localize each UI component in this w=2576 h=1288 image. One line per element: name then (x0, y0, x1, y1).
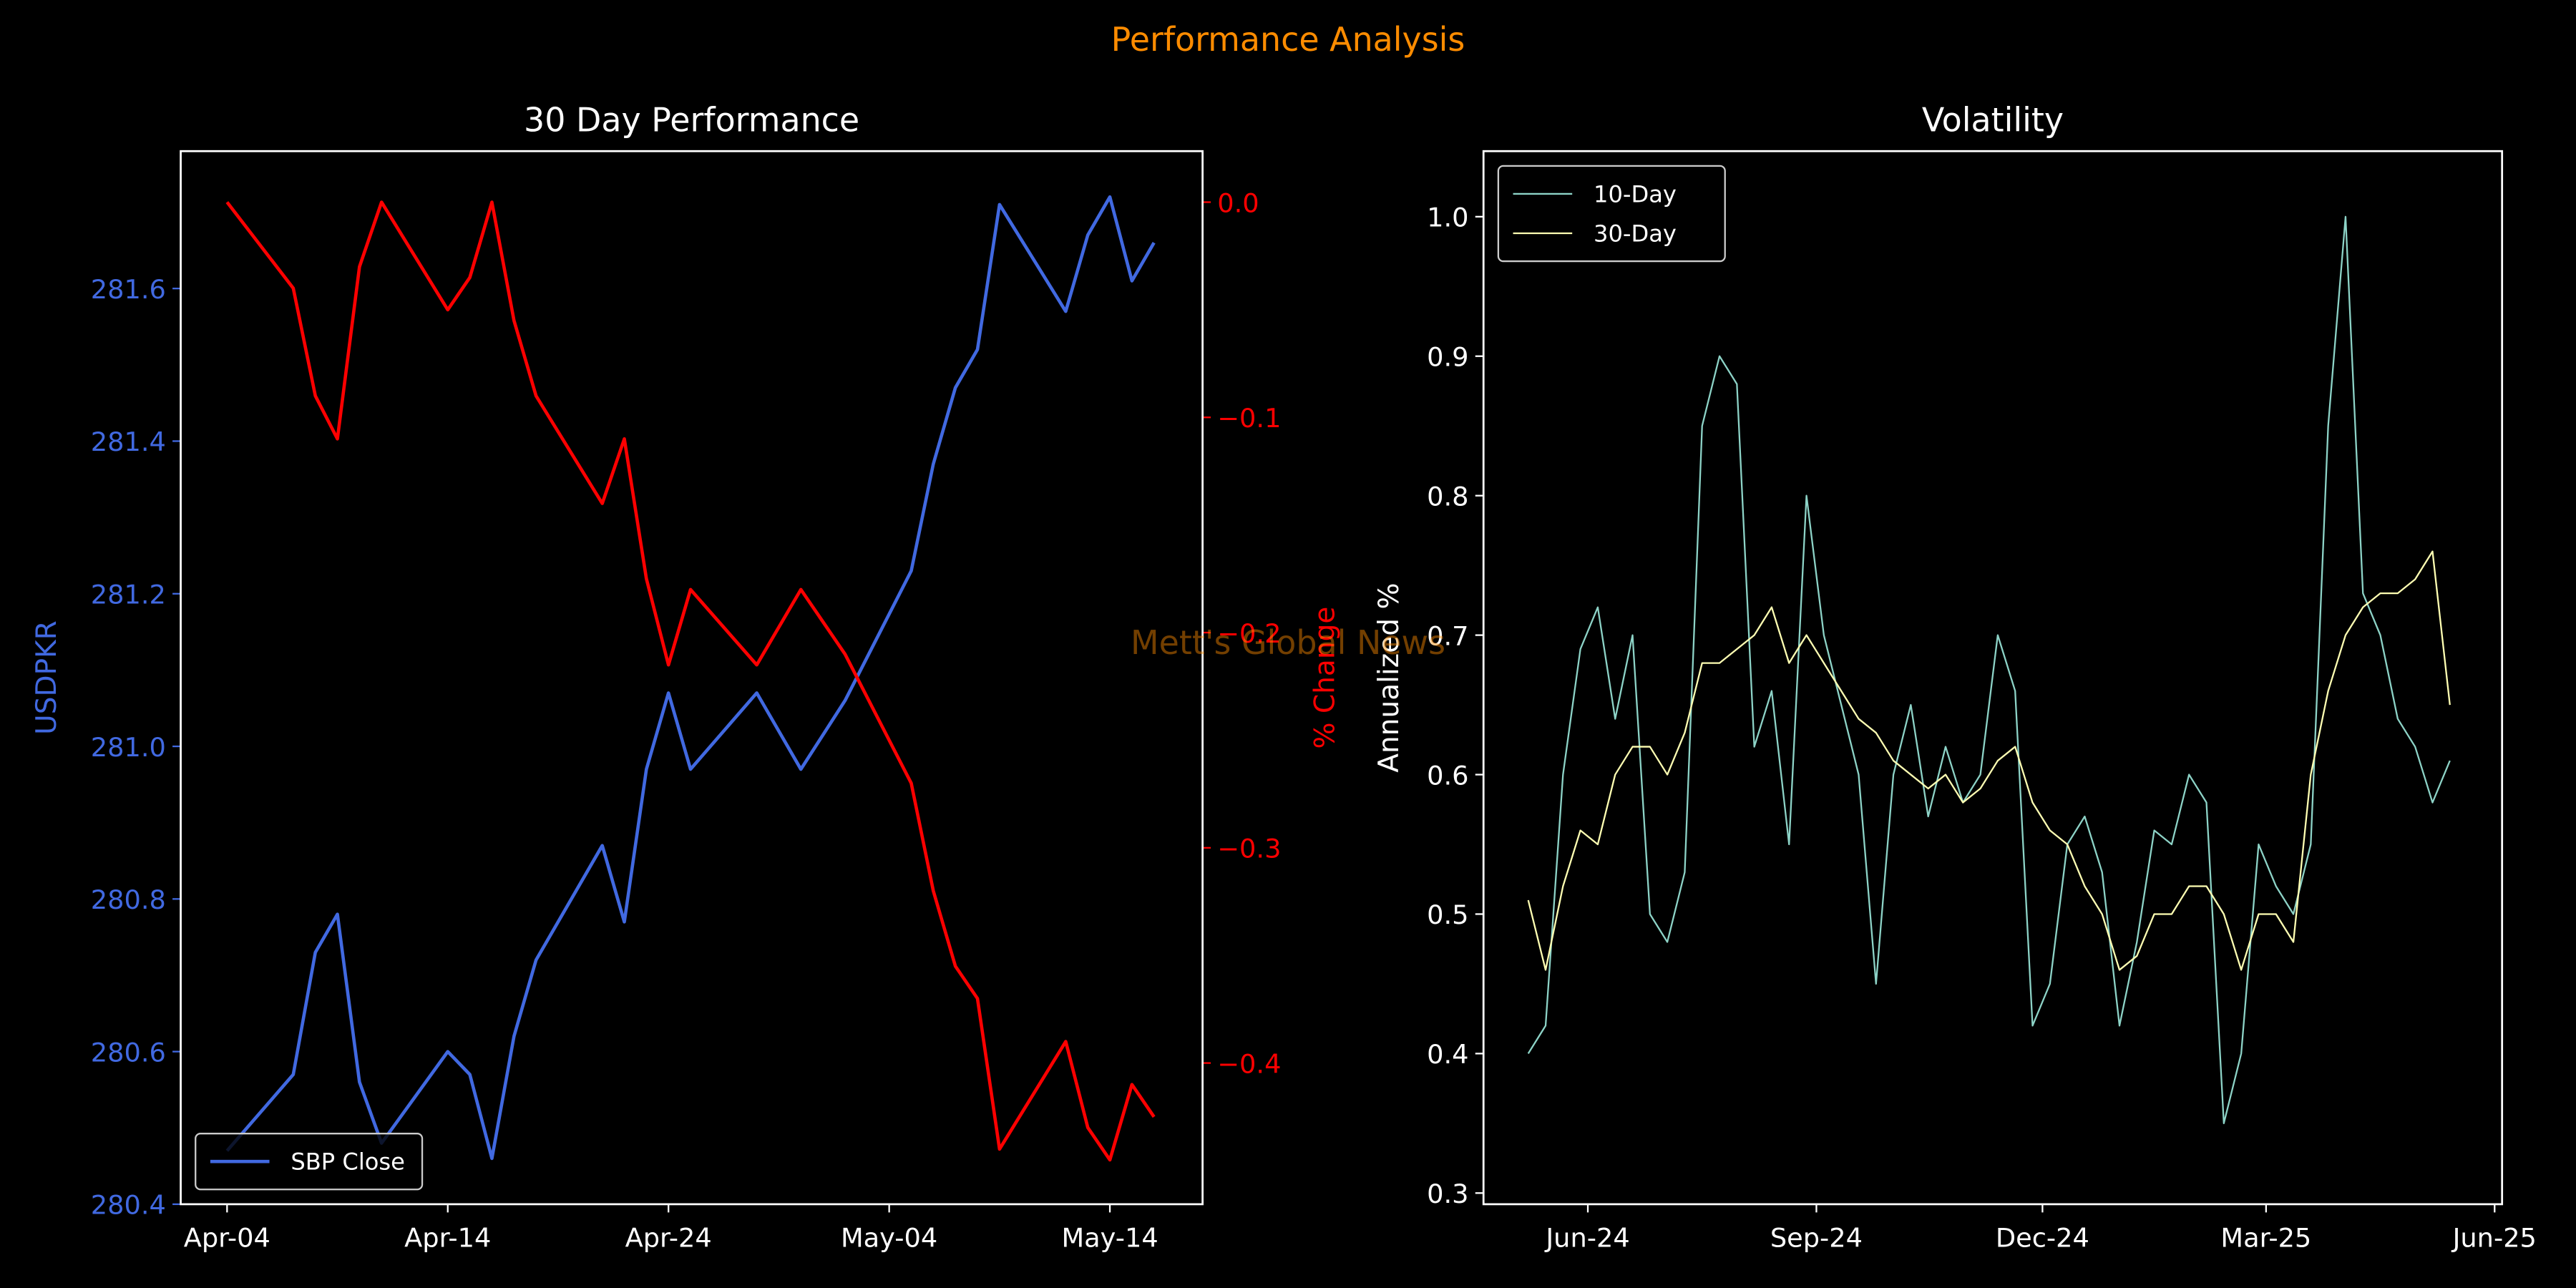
y-tick-label: 0.3 (1427, 1179, 1468, 1209)
y-tick-label: 281.4 (91, 426, 166, 457)
chart-title: Volatility (1922, 101, 2064, 140)
x-tick-label: Jun-25 (2451, 1223, 2537, 1254)
y-tick-label: 0.8 (1427, 481, 1468, 512)
y-tick-label: 280.8 (91, 884, 166, 915)
legend: 10-Day 30-Day (1497, 165, 1726, 263)
y-tick-label: 1.0 (1427, 203, 1468, 233)
x-tick-label: Sep-24 (1770, 1223, 1863, 1254)
y-tick-label: 281.6 (91, 274, 166, 305)
y2-tick-label: 0.0 (1217, 187, 1259, 218)
y-tick-label: 281.0 (91, 732, 166, 763)
data-line (1527, 215, 2451, 1125)
figure-title: Performance Analysis (1111, 20, 1465, 59)
data-line (225, 200, 1156, 1162)
x-tick-label: Mar-25 (2220, 1223, 2311, 1254)
y2-tick-label: −0.1 (1217, 403, 1281, 434)
watermark: Mett's Global News (1131, 623, 1445, 662)
x-tick-label: Apr-24 (625, 1223, 712, 1254)
x-tick-label: May-04 (841, 1223, 937, 1254)
y2-tick-label: −0.4 (1217, 1048, 1281, 1079)
y-tick-label: 281.2 (91, 580, 166, 610)
y2-tick-label: −0.2 (1217, 618, 1281, 649)
y-tick-label: 0.4 (1427, 1039, 1468, 1070)
y-tick-label: 0.7 (1427, 620, 1468, 651)
plot-frame (1482, 150, 2504, 1206)
y-axis-label: USDPKR (31, 620, 63, 735)
legend-label: 30-Day (1594, 220, 1677, 248)
plot-frame (180, 150, 1204, 1206)
chart-title: 30 Day Performance (524, 101, 859, 140)
y-tick-label: 0.5 (1427, 899, 1468, 930)
legend: SBP Close (195, 1133, 424, 1191)
data-line (1527, 550, 2451, 971)
y2-tick-label: −0.3 (1217, 834, 1281, 864)
data-line (225, 195, 1156, 1161)
y-tick-label: 280.6 (91, 1037, 166, 1068)
y-tick-label: 280.4 (91, 1190, 166, 1221)
y-tick-label: 0.6 (1427, 760, 1468, 791)
x-tick-label: Jun-24 (1544, 1223, 1629, 1254)
x-tick-label: May-14 (1061, 1223, 1158, 1254)
y2-axis-label: % Change (1309, 607, 1341, 749)
x-tick-label: Apr-14 (404, 1223, 491, 1254)
y-axis-label: Annualized % (1373, 582, 1405, 772)
legend-label: 10-Day (1594, 180, 1677, 208)
legend-frame (1497, 165, 1726, 263)
x-tick-label: Apr-04 (184, 1223, 270, 1254)
legend-frame (195, 1133, 424, 1191)
y-tick-label: 0.9 (1427, 342, 1468, 373)
x-tick-label: Dec-24 (1996, 1223, 2089, 1254)
legend-label: SBP Close (291, 1148, 405, 1176)
